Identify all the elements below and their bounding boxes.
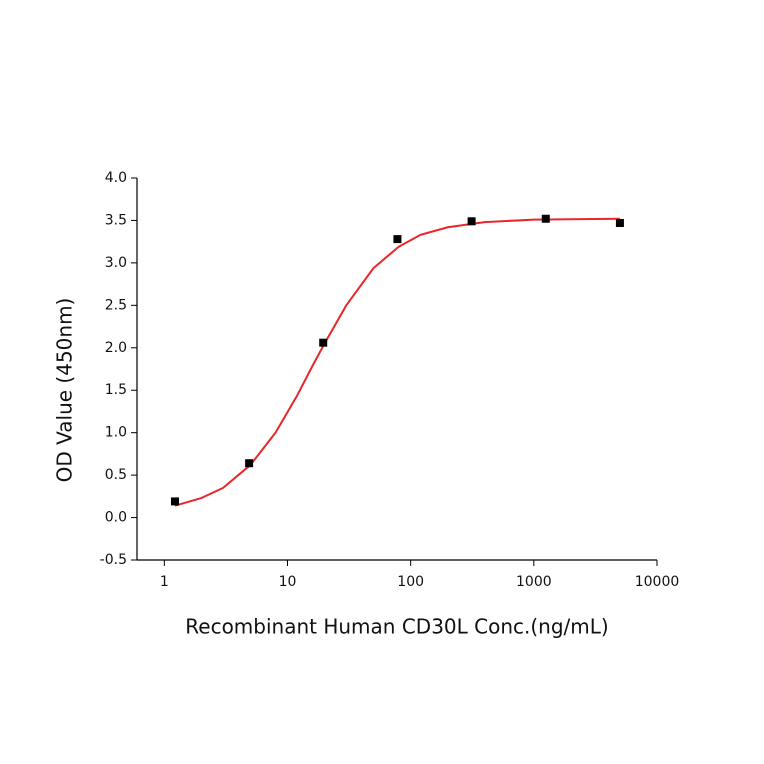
y-axis-label: OD Value (450nm) xyxy=(53,298,77,483)
y-tick-label: 3.0 xyxy=(105,255,127,271)
y-tick-label: 2.0 xyxy=(105,340,127,356)
y-tick-label: 0.0 xyxy=(105,510,127,526)
x-tick-label: 1000 xyxy=(516,574,552,590)
y-tick-label: 3.5 xyxy=(105,212,127,228)
x-axis-label: Recombinant Human CD30L Conc.(ng/mL) xyxy=(185,615,608,639)
x-tick-label: 10 xyxy=(279,574,297,590)
x-tick-label: 10000 xyxy=(635,574,680,590)
data-point xyxy=(319,338,328,347)
y-tick-label: 1.0 xyxy=(105,425,127,441)
data-point xyxy=(170,497,179,506)
x-tick-label: 100 xyxy=(397,574,424,590)
x-tick-label: 1 xyxy=(160,574,169,590)
data-point xyxy=(393,235,402,244)
y-tick-label: 2.5 xyxy=(105,297,127,313)
data-point xyxy=(615,218,624,227)
y-tick-label: 1.5 xyxy=(105,382,127,398)
data-point xyxy=(467,217,476,226)
y-tick-label: 0.5 xyxy=(105,467,127,483)
data-point xyxy=(245,459,254,468)
data-point xyxy=(541,214,550,223)
fit-curve xyxy=(174,217,620,507)
y-tick-label: -0.5 xyxy=(100,552,127,568)
y-tick-label: 4.0 xyxy=(105,170,127,186)
